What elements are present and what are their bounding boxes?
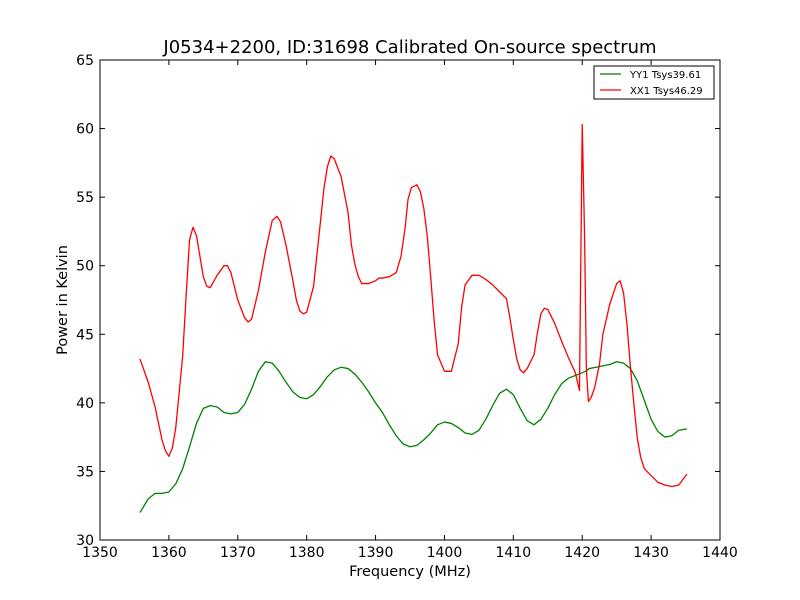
x-tick-label-0: 1350 [82, 545, 118, 561]
x-tick-label-7: 1420 [564, 545, 600, 561]
x-tick-label-6: 1410 [496, 545, 532, 561]
legend-box [593, 65, 715, 100]
series-layer [139, 123, 688, 513]
ticks-layer: 1350 1360 1370 1380 1390 1400 1410 1420 1430 1440… [76, 53, 738, 561]
x-tick-label-4: 1390 [358, 545, 394, 561]
y-tick-label-5: 55 [76, 190, 94, 206]
y-axis-label: Power in Kelvin [55, 245, 71, 355]
chart-title: J0534+2200, ID:31698 Calibrated On-sourc… [162, 37, 656, 58]
y-tick-label-7: 65 [76, 53, 94, 69]
y-tick-label-1: 35 [76, 464, 94, 480]
x-axis-label: Frequency (MHz) [349, 564, 471, 580]
y-tick-label-4: 50 [76, 259, 94, 275]
y-tick-label-6: 60 [76, 122, 94, 138]
x-tick-label-3: 1380 [289, 545, 325, 561]
y-tick-label-0: 30 [76, 533, 94, 549]
x-tick-label-5: 1400 [427, 545, 463, 561]
legend-label-0: YY1 Tsys39.61 [629, 70, 701, 81]
y-tick-label-3: 45 [76, 327, 94, 343]
series-line-1 [139, 123, 688, 488]
legend: YY1 Tsys39.61 XX1 Tsys46.29 [593, 65, 715, 100]
x-tick-label-2: 1370 [220, 545, 256, 561]
x-tick-label-8: 1430 [633, 545, 669, 561]
series-line-0 [139, 361, 688, 513]
x-tick-label-1: 1360 [151, 545, 187, 561]
y-tick-label-2: 40 [76, 396, 94, 412]
plot-frame [99, 59, 721, 541]
legend-label-1: XX1 Tsys46.29 [630, 86, 703, 97]
x-tick-label-9: 1440 [702, 545, 738, 561]
